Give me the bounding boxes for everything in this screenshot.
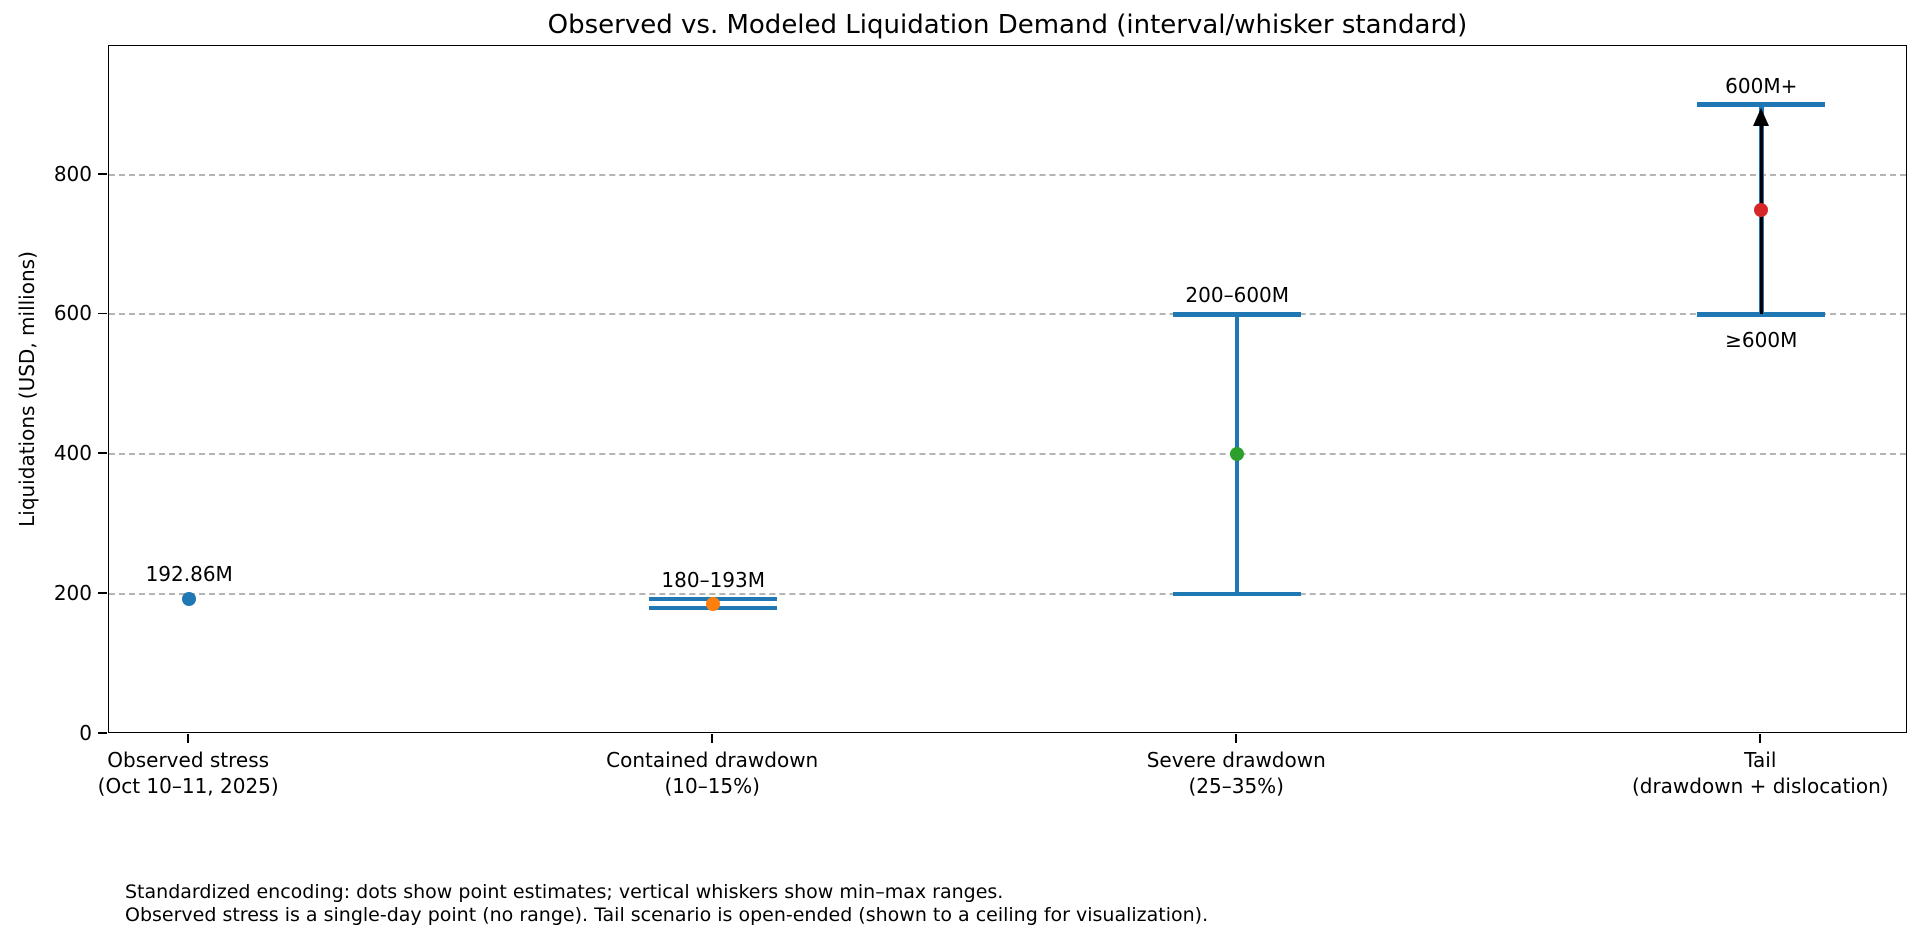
- whisker-cap-top: [1697, 102, 1826, 107]
- x-tick-mark: [711, 734, 714, 743]
- y-tick-mark: [98, 172, 107, 175]
- chart-title: Observed vs. Modeled Liquidation Demand …: [547, 10, 1468, 40]
- x-tick-label-line: (drawdown + dislocation): [1631, 774, 1889, 798]
- x-tick-label-line: Severe drawdown: [1146, 748, 1326, 772]
- x-tick-mark: [1235, 734, 1238, 743]
- y-tick-label: 800: [53, 161, 92, 186]
- whisker-cap-top: [1173, 312, 1302, 317]
- y-tick-mark: [98, 312, 107, 315]
- data-point-dot: [1230, 447, 1245, 462]
- x-tick-mark: [187, 734, 190, 743]
- range-annotation: 180–193M: [661, 568, 765, 593]
- plot-area: 192.86M 180–193M 200–600M 600M+ ≥600M: [108, 45, 1907, 733]
- x-tick-label: Severe drawdown (25–35%): [1016, 747, 1456, 799]
- gridline: [109, 453, 1906, 456]
- x-tick-label-line: Contained drawdown: [606, 748, 819, 772]
- x-tick-label-line: (10–15%): [664, 774, 760, 798]
- y-tick-label: 200: [53, 581, 92, 606]
- range-annotation: 600M+: [1725, 73, 1798, 98]
- y-tick-mark: [98, 452, 107, 455]
- caption-line-2: Observed stress is a single-day point (n…: [125, 904, 1209, 926]
- y-tick-mark: [98, 732, 107, 734]
- whisker-cap-bottom: [1697, 312, 1826, 317]
- y-tick-label: 0: [79, 721, 92, 745]
- whisker-cap-bottom: [1173, 591, 1302, 597]
- gridline: [109, 313, 1906, 316]
- x-tick-label: Tail (drawdown + dislocation): [1540, 747, 1921, 799]
- gridline: [109, 173, 1906, 176]
- x-tick-label-line: (Oct 10–11, 2025): [97, 774, 279, 798]
- data-point-dot: [706, 596, 721, 611]
- caption: Standardized encoding: dots show point e…: [125, 881, 1208, 927]
- x-tick-label-line: Tail: [1744, 748, 1777, 772]
- data-point-dot: [1754, 202, 1769, 217]
- y-axis-label: Liquidations (USD, millions): [15, 251, 39, 527]
- x-tick-label-line: Observed stress: [107, 748, 270, 772]
- x-tick-mark: [1759, 734, 1762, 743]
- range-annotation-below: ≥600M: [1725, 328, 1798, 353]
- range-annotation: 200–600M: [1185, 283, 1290, 308]
- gridline: [109, 593, 1906, 596]
- open-ended-arrow-head: [1753, 107, 1770, 126]
- x-tick-label: Contained drawdown (10–15%): [492, 747, 932, 799]
- y-tick-label: 600: [53, 301, 92, 326]
- x-tick-label: Observed stress (Oct 10–11, 2025): [0, 747, 408, 799]
- data-point-dot: [182, 592, 197, 607]
- y-tick-label: 400: [53, 441, 92, 466]
- x-tick-label-line: (25–35%): [1188, 774, 1284, 798]
- point-annotation: 192.86M: [145, 562, 233, 587]
- y-tick-mark: [98, 592, 107, 595]
- caption-line-1: Standardized encoding: dots show point e…: [125, 881, 1004, 903]
